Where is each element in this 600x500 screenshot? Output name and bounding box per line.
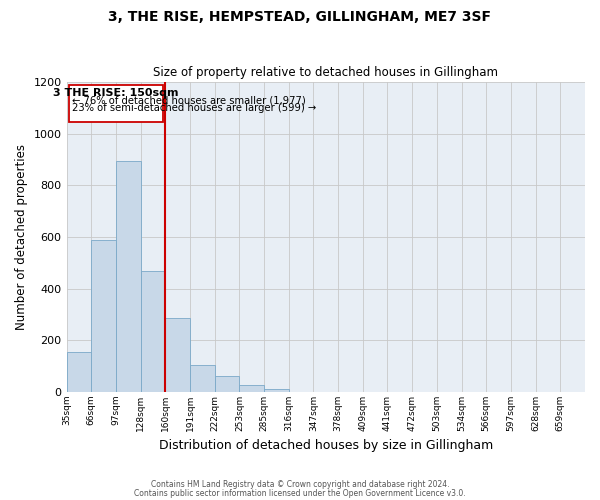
Bar <box>91 240 116 392</box>
Bar <box>165 318 190 392</box>
Text: Contains public sector information licensed under the Open Government Licence v3: Contains public sector information licen… <box>134 488 466 498</box>
Text: 3 THE RISE: 150sqm: 3 THE RISE: 150sqm <box>53 88 178 98</box>
Text: Contains HM Land Registry data © Crown copyright and database right 2024.: Contains HM Land Registry data © Crown c… <box>151 480 449 489</box>
Text: 3, THE RISE, HEMPSTEAD, GILLINGHAM, ME7 3SF: 3, THE RISE, HEMPSTEAD, GILLINGHAM, ME7 … <box>109 10 491 24</box>
Text: ← 76% of detached houses are smaller (1,977): ← 76% of detached houses are smaller (1,… <box>72 96 306 106</box>
X-axis label: Distribution of detached houses by size in Gillingham: Distribution of detached houses by size … <box>158 440 493 452</box>
Bar <box>239 385 264 392</box>
Bar <box>116 162 140 392</box>
FancyBboxPatch shape <box>68 84 163 122</box>
Bar <box>215 376 239 392</box>
Text: 23% of semi-detached houses are larger (599) →: 23% of semi-detached houses are larger (… <box>72 102 316 113</box>
Bar <box>140 270 165 392</box>
Bar <box>264 390 289 392</box>
Y-axis label: Number of detached properties: Number of detached properties <box>15 144 28 330</box>
Bar <box>67 352 91 392</box>
Title: Size of property relative to detached houses in Gillingham: Size of property relative to detached ho… <box>153 66 498 80</box>
Bar <box>190 365 215 392</box>
